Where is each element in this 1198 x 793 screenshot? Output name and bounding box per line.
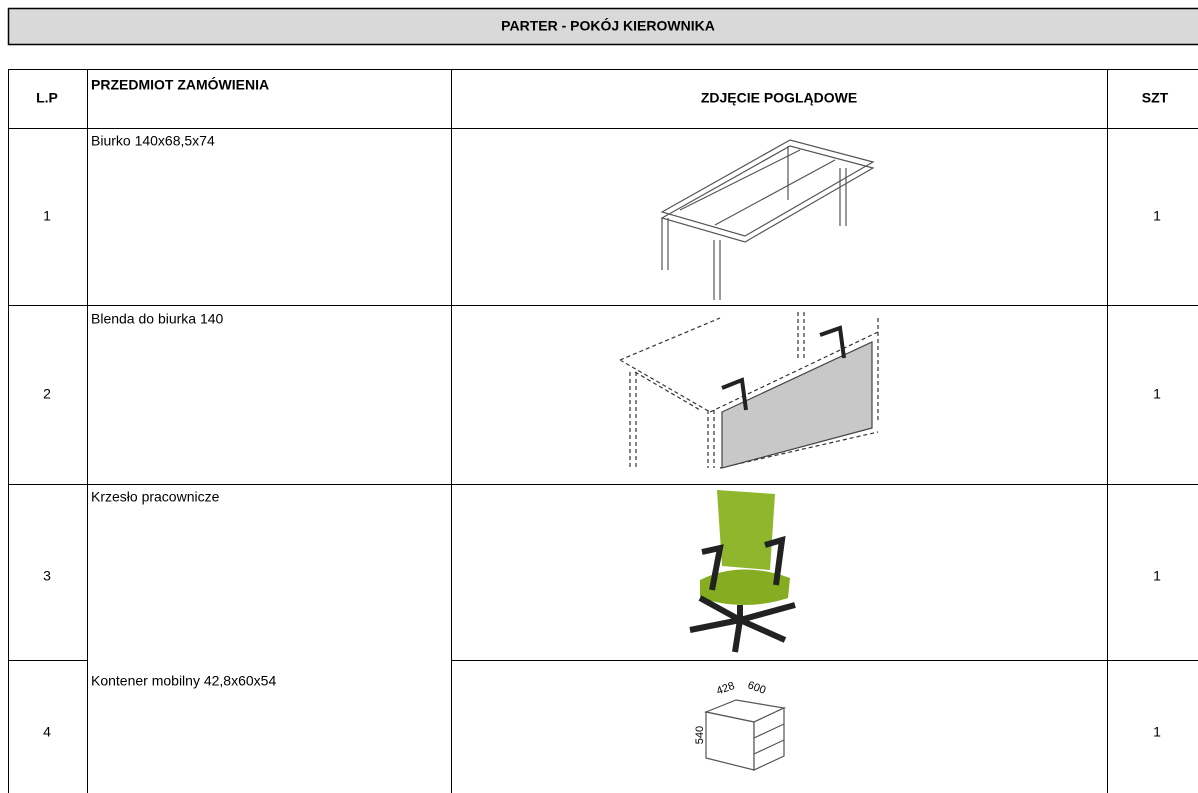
column-header: SZT: [1142, 90, 1169, 106]
column-header: L.P: [36, 90, 58, 106]
quantity: 1: [1153, 724, 1161, 740]
quantity: 1: [1153, 568, 1161, 584]
quantity: 1: [1153, 208, 1161, 224]
header-title: PARTER - POKÓJ KIEROWNIKA: [501, 17, 715, 34]
item-name: Blenda do biurka 140: [91, 311, 224, 327]
row-number: 1: [43, 208, 51, 224]
item-name: Krzesło pracownicze: [91, 489, 220, 505]
row-number: 4: [43, 724, 51, 740]
header-bar: [7, 7, 1198, 46]
column-header: PRZEDMIOT ZAMÓWIENIA: [91, 76, 269, 93]
quantity: 1: [1153, 386, 1161, 402]
dimension-label: 540: [694, 726, 706, 744]
dimension-label: 428: [715, 680, 736, 698]
row-number: 2: [43, 386, 51, 402]
dimension-label: 600: [746, 679, 767, 697]
table-grid: [8, 69, 1198, 793]
row-number: 3: [43, 568, 51, 584]
panel-image: [619, 312, 879, 469]
cabinet-image: [703, 699, 787, 771]
desk-image: [660, 139, 875, 300]
column-header: ZDJĘCIE POGLĄDOWE: [701, 90, 857, 106]
item-name: Biurko 140x68,5x74: [91, 133, 215, 149]
chair-image: [689, 490, 796, 653]
item-name: Kontener mobilny 42,8x60x54: [91, 673, 276, 689]
